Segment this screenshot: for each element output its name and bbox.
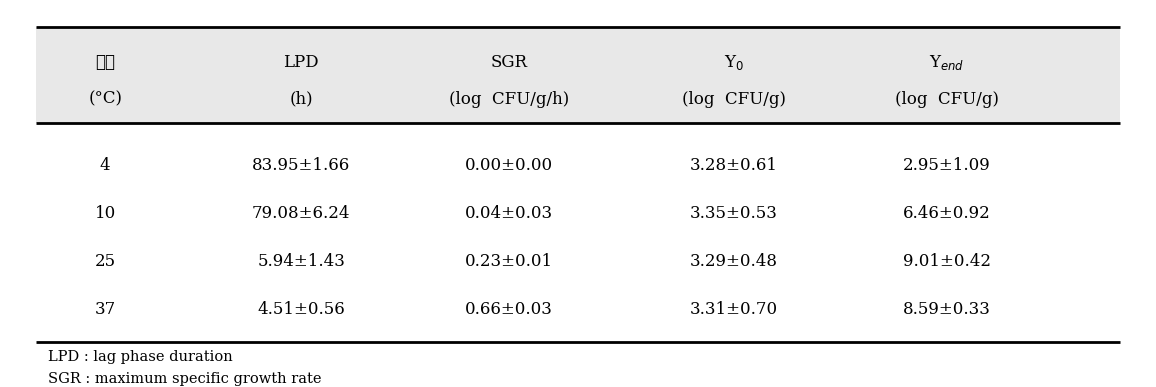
Text: (log  CFU/g/h): (log CFU/g/h) [449,91,569,108]
Text: (°C): (°C) [88,91,123,108]
Text: SGR : maximum specific growth rate: SGR : maximum specific growth rate [47,372,321,386]
Text: Y$_0$: Y$_0$ [724,53,743,72]
Text: (log  CFU/g): (log CFU/g) [682,91,786,108]
Text: (h): (h) [289,91,313,108]
Text: 10: 10 [95,205,116,222]
Text: 2.95±1.09: 2.95±1.09 [903,157,991,174]
Text: 0.23±0.01: 0.23±0.01 [465,253,553,270]
Text: 5.94±1.43: 5.94±1.43 [258,253,346,270]
Text: Y$_{end}$: Y$_{end}$ [929,53,964,72]
Text: (log  CFU/g): (log CFU/g) [895,91,999,108]
Text: 3.29±0.48: 3.29±0.48 [690,253,778,270]
Text: LPD: LPD [283,54,319,71]
Text: 3.28±0.61: 3.28±0.61 [690,157,778,174]
Text: 0.04±0.03: 0.04±0.03 [465,205,553,222]
Text: 6.46±0.92: 6.46±0.92 [903,205,991,222]
Text: 8.59±0.33: 8.59±0.33 [903,301,991,318]
Text: 83.95±1.66: 83.95±1.66 [252,157,350,174]
Text: 79.08±6.24: 79.08±6.24 [252,205,350,222]
Text: LPD : lag phase duration: LPD : lag phase duration [47,350,232,364]
Text: 25: 25 [95,253,116,270]
Text: 4.51±0.56: 4.51±0.56 [258,301,346,318]
Text: 0.66±0.03: 0.66±0.03 [465,301,553,318]
Text: 3.31±0.70: 3.31±0.70 [690,301,778,318]
Text: SGR: SGR [490,54,527,71]
Text: 37: 37 [95,301,116,318]
Text: 온도: 온도 [95,54,116,71]
Text: 9.01±0.42: 9.01±0.42 [903,253,991,270]
Text: 4: 4 [99,157,111,174]
Text: 0.00±0.00: 0.00±0.00 [465,157,553,174]
Text: 3.35±0.53: 3.35±0.53 [690,205,778,222]
Bar [36,27,1120,123]
